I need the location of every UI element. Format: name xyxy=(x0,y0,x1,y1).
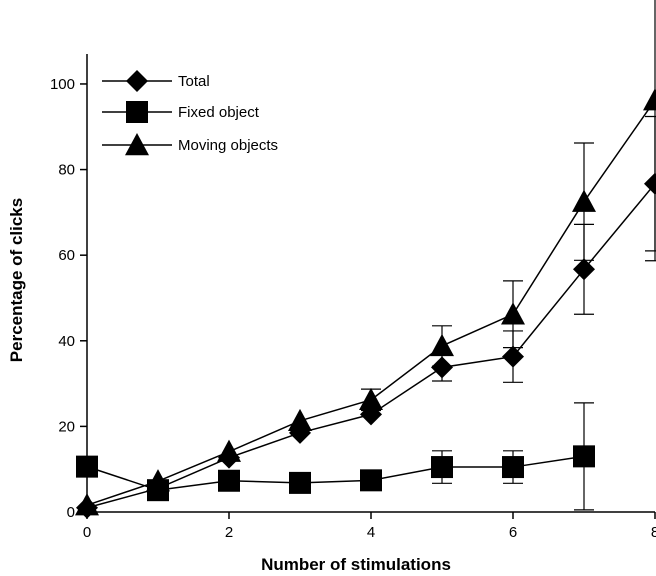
x-tick-label: 8 xyxy=(651,524,656,541)
y-tick-label: 60 xyxy=(58,247,75,264)
y-tick-label: 20 xyxy=(58,418,75,435)
series-triangle xyxy=(75,0,656,516)
y-axis-title: Percentage of clicks xyxy=(7,198,26,362)
data-point-triangle xyxy=(146,469,170,492)
legend-label: Fixed object xyxy=(178,104,260,121)
data-point-square xyxy=(360,469,382,492)
x-tick-label: 2 xyxy=(225,524,233,541)
x-tick-label: 0 xyxy=(83,524,91,541)
data-point-triangle xyxy=(430,333,454,357)
data-point-triangle xyxy=(288,408,312,432)
series-line xyxy=(86,455,585,491)
y-ticks: 0 20 40 60 80 100 xyxy=(50,76,87,521)
data-point-square xyxy=(431,456,453,479)
y-tick-label: 40 xyxy=(58,333,75,350)
data-point-square xyxy=(289,471,311,494)
data-point-diamond xyxy=(431,356,453,379)
data-point-triangle xyxy=(359,387,383,411)
x-ticks: 0 2 4 6 8 xyxy=(83,512,656,541)
x-tick-label: 4 xyxy=(367,524,375,541)
series-line xyxy=(86,99,656,506)
y-tick-label: 0 xyxy=(67,504,75,521)
data-point-diamond xyxy=(502,345,524,368)
data-point-triangle xyxy=(75,493,99,516)
y-tick-label: 80 xyxy=(58,162,75,179)
data-point-triangle xyxy=(572,189,596,212)
data-point-square xyxy=(218,469,240,492)
data-point-square xyxy=(573,445,595,468)
legend-label: Moving objects xyxy=(178,137,278,154)
data-point-triangle xyxy=(217,439,241,462)
legend-marker-diamond xyxy=(126,70,148,92)
data-point-diamond xyxy=(644,172,656,195)
axes: 0 2 4 6 8 0 20 40 60 80 100 xyxy=(50,54,656,541)
plot-area xyxy=(75,0,656,519)
legend-marker-square xyxy=(126,101,148,123)
legend-item-diamond: Total xyxy=(102,70,210,92)
series-square xyxy=(76,402,595,511)
x-tick-label: 6 xyxy=(509,524,517,541)
legend-item-square: Fixed object xyxy=(102,101,260,123)
x-axis-title: Number of stimulations xyxy=(261,555,451,574)
data-point-diamond xyxy=(573,258,595,281)
y-tick-label: 100 xyxy=(50,76,75,93)
data-point-square xyxy=(502,456,524,479)
legend-item-triangle: Moving objects xyxy=(102,133,278,156)
data-point-triangle xyxy=(643,88,656,111)
legend-marker-triangle xyxy=(125,133,149,156)
legend-label: Total xyxy=(178,73,210,90)
data-point-triangle xyxy=(501,302,525,325)
legend: Total Fixed object Moving objects xyxy=(102,70,278,156)
data-point-square xyxy=(76,455,98,478)
